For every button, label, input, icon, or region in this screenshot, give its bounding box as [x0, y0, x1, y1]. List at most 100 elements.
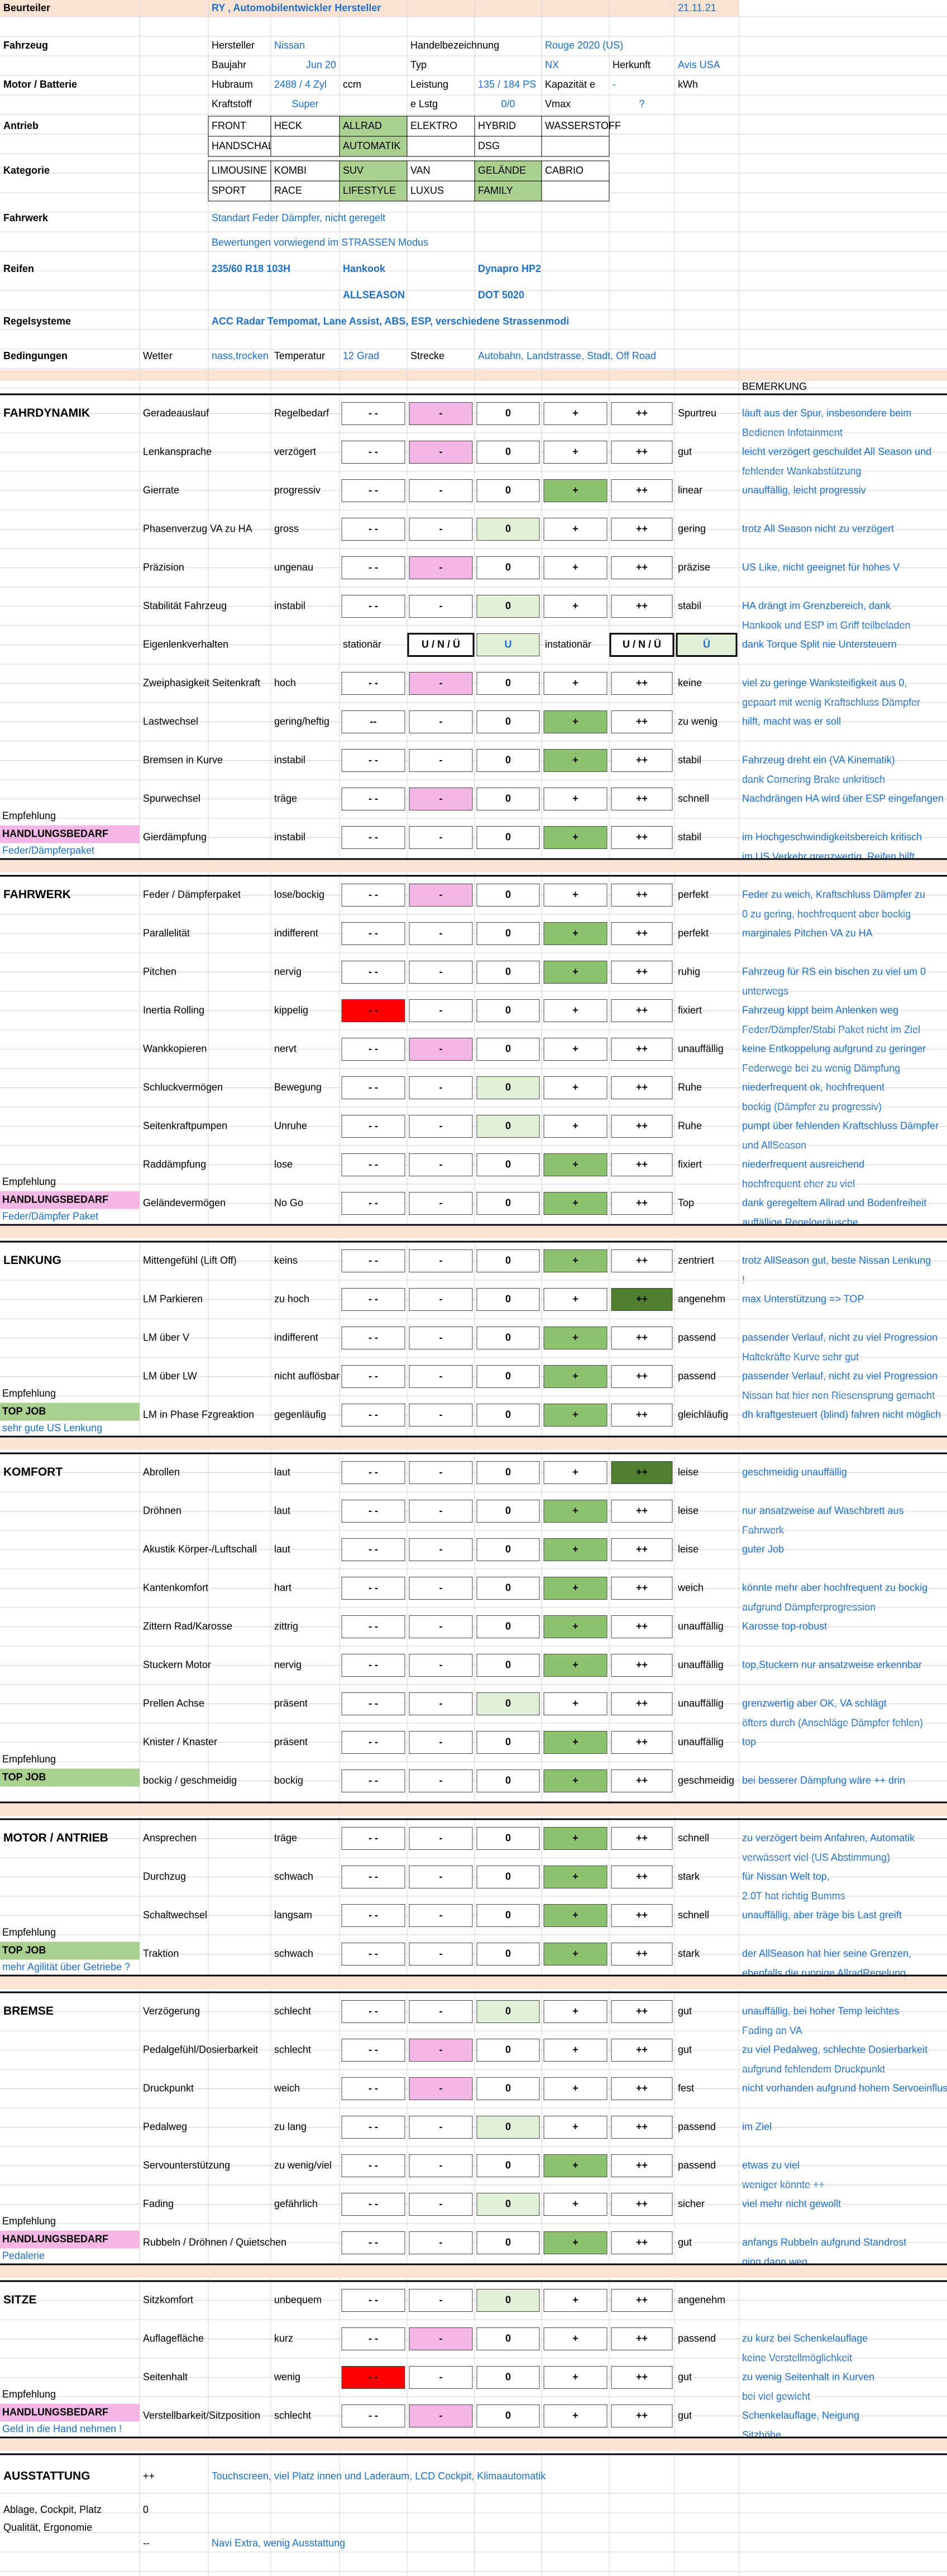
status: HANDLUNGSBEDARF — [2, 2406, 108, 2417]
scale-cell — [409, 2366, 473, 2389]
scale-cell — [611, 479, 673, 502]
rating-cell — [543, 961, 608, 984]
remark: verwässert viel (US Abstimmung) — [742, 1852, 890, 1863]
negative-label: progressiv — [274, 484, 321, 495]
scale-label: - - — [369, 1043, 378, 1054]
remark: im Hochgeschwindigkeitsbereich kritisch — [742, 831, 922, 842]
remark: unauffällig, bei hoher Temp leichtes — [742, 2005, 900, 2016]
info-text: Fahrzeug — [3, 40, 48, 51]
scale-label: 0 — [505, 2082, 511, 2093]
scale-cell — [611, 1500, 673, 1523]
rating-cell — [341, 2366, 405, 2389]
static-label: stationär — [343, 638, 381, 650]
remark: Nissan hat hier nen Riesensprung gemacht — [742, 1390, 935, 1401]
criterion: Parallelität — [143, 927, 190, 938]
scale-label: - - — [369, 1697, 378, 1709]
scale-cell — [409, 1288, 473, 1311]
info-text: RY , Automobilentwickler Hersteller — [212, 2, 381, 13]
scale-label: - — [439, 1909, 443, 1920]
scale-cell — [476, 1038, 540, 1061]
option-text: FAMILY — [478, 185, 513, 196]
scale-cell — [611, 1904, 673, 1927]
negative-label: präsent — [274, 1736, 308, 1747]
scale-label: 0 — [505, 1197, 511, 1208]
recommendation: Empfehlung — [2, 1387, 56, 1399]
scale-label: ++ — [636, 1659, 648, 1670]
static-value: U — [505, 638, 512, 650]
scale-label: ++ — [636, 1505, 648, 1516]
criterion: Verstellbarkeit/Sitzposition — [143, 2410, 260, 2421]
scale-label: - - — [369, 889, 378, 900]
scale-label: - - — [369, 1004, 378, 1015]
scale-label: 0 — [505, 2371, 511, 2382]
scale-cell — [476, 1615, 540, 1638]
status-cell — [0, 1768, 140, 1787]
positive-label: stabil — [678, 600, 701, 611]
positive-label: geschmeidig — [678, 1774, 734, 1786]
scale-label: ++ — [636, 1158, 648, 1170]
info-text: Handelbezeichnung — [410, 40, 499, 51]
option-text: SUV — [343, 165, 364, 176]
scale-cell — [476, 1654, 540, 1677]
rating-cell — [476, 1692, 540, 1715]
status-cell — [0, 2230, 140, 2249]
scale-label: + — [572, 1370, 578, 1381]
negative-label: hoch — [274, 677, 296, 688]
option-text: FRONT — [212, 120, 246, 131]
scale-cell — [409, 999, 473, 1022]
criterion: Raddämpfung — [143, 1158, 206, 1170]
scale-label: ++ — [636, 1043, 648, 1054]
scale-label: ++ — [636, 2198, 648, 2209]
scale-label: 0 — [505, 1659, 511, 1670]
scale-label: 0 — [505, 1543, 511, 1554]
positive-label: gleichläufig — [678, 1409, 728, 1420]
info-text: 0/0 — [501, 98, 515, 109]
scale-label: - - — [369, 1505, 378, 1516]
positive-label: gut — [678, 2005, 692, 2016]
remark: geschmeidig unauffällig — [742, 1466, 847, 1477]
separator-band — [0, 1804, 947, 1816]
status-cell — [0, 1191, 140, 1209]
scale-label: - — [439, 407, 443, 418]
scale-cell — [341, 2193, 405, 2216]
info-text: Motor / Batterie — [3, 79, 77, 90]
rating-cell — [409, 788, 473, 810]
scale-label: - - — [369, 523, 378, 534]
criterion: Zittern Rad/Karosse — [143, 1620, 232, 1632]
negative-label: lose/bockig — [274, 889, 324, 900]
info-text: Strecke — [410, 350, 444, 361]
scale-label: ++ — [636, 1254, 648, 1266]
scale-label: ++ — [636, 1832, 648, 1843]
status: TOP JOB — [2, 1944, 46, 1955]
rating-cell — [543, 1731, 608, 1754]
scale-label: ++ — [636, 966, 648, 977]
scale-label: + — [572, 1254, 578, 1266]
option-text: AUTOMATIK — [343, 140, 400, 151]
section-note: sehr gute US Lenkung — [2, 1422, 102, 1433]
rating-cell — [409, 884, 473, 907]
info-text: Kapazität e — [545, 79, 595, 90]
scale-label: + — [572, 1409, 578, 1420]
section-note: Pedalerie — [2, 2250, 45, 2261]
positive-label: stabil — [678, 754, 701, 765]
scale-label: + — [572, 561, 578, 573]
criterion: Fading — [143, 2198, 174, 2209]
rating-cell — [543, 1654, 608, 1677]
scale-cell — [611, 2231, 673, 2254]
scale-label: - - — [369, 2371, 378, 2382]
positive-label: keine — [678, 677, 702, 688]
scale-cell — [476, 402, 540, 425]
negative-label: ungenau — [274, 561, 313, 573]
option-text: HECK — [274, 120, 302, 131]
scale-cell — [611, 2000, 673, 2023]
negative-label: kippelig — [274, 1004, 308, 1015]
scale-label: - — [439, 715, 443, 727]
scale-cell — [611, 1076, 673, 1099]
scale-label: + — [572, 966, 578, 977]
scale-cell — [341, 749, 405, 772]
scale-cell — [341, 884, 405, 907]
info-text: Reifen — [3, 263, 34, 274]
scale-label: - - — [369, 1909, 378, 1920]
scale-label: - — [439, 966, 443, 977]
scale-label: + — [572, 1293, 578, 1304]
